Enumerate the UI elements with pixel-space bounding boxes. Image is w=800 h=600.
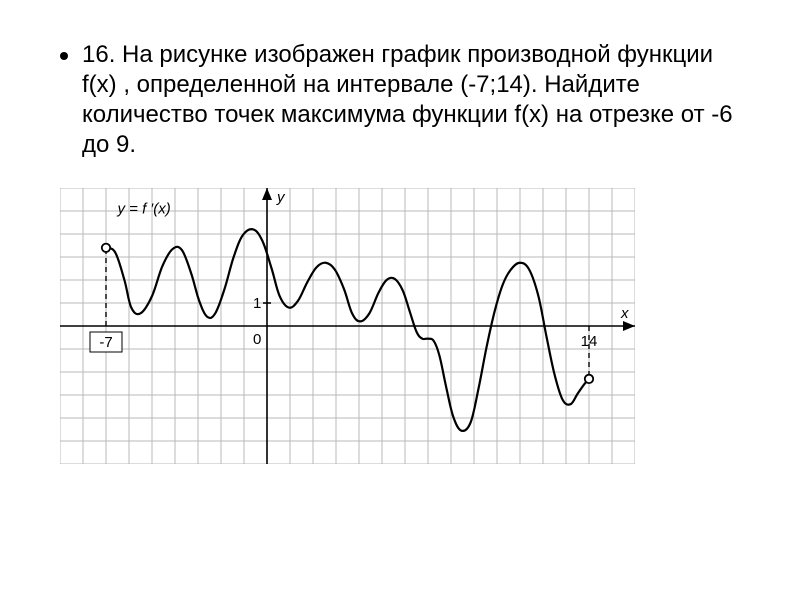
svg-text:0: 0 bbox=[253, 331, 261, 348]
derivative-chart: yx01-714y = f ′(x) bbox=[60, 188, 635, 464]
svg-text:x: x bbox=[620, 305, 629, 322]
svg-text:y = f ′(x): y = f ′(x) bbox=[117, 200, 171, 217]
svg-text:14: 14 bbox=[581, 333, 598, 350]
problem-text: 16. На рисунке изображен график производ… bbox=[82, 40, 740, 160]
svg-text:-7: -7 bbox=[99, 334, 112, 351]
slide: 16. На рисунке изображен график производ… bbox=[0, 0, 800, 600]
bullet-icon bbox=[60, 52, 68, 60]
figure: yx01-714y = f ′(x) bbox=[60, 188, 740, 464]
bullet-row: 16. На рисунке изображен график производ… bbox=[60, 40, 740, 160]
svg-text:1: 1 bbox=[253, 295, 261, 312]
